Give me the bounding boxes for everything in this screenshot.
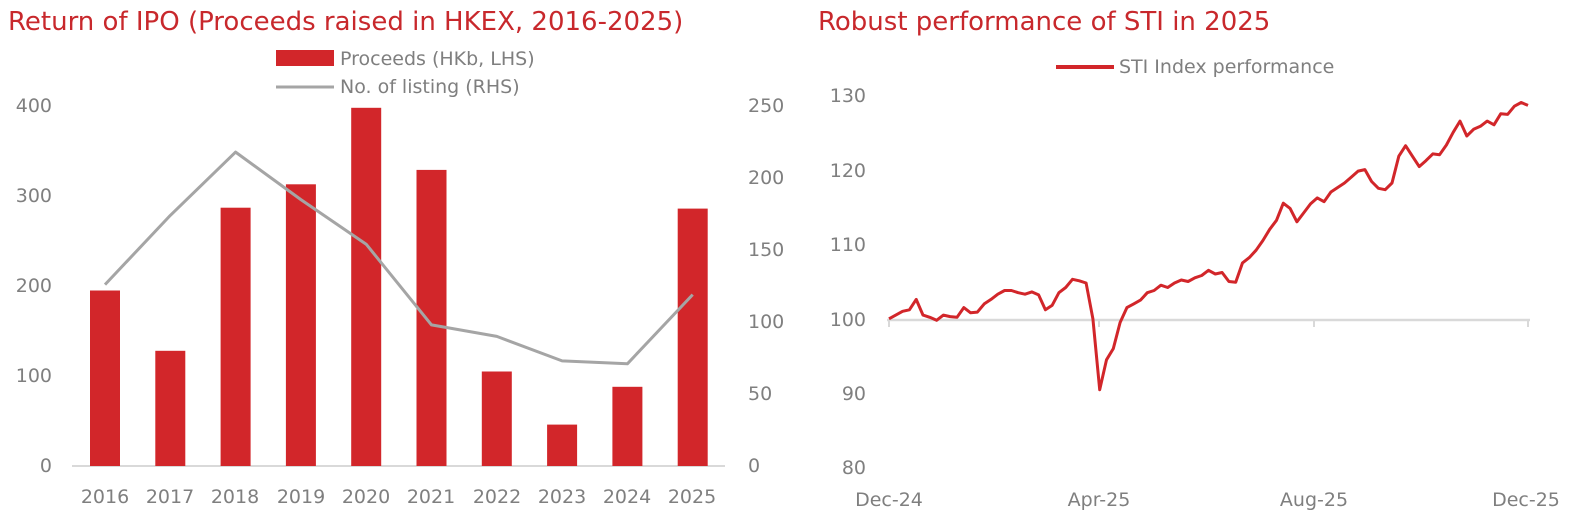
left-tick-label: 400	[16, 95, 52, 117]
proceeds-bar-2019	[285, 184, 316, 467]
right-tick-label: 150	[748, 239, 784, 261]
right-tick-label: 0	[748, 455, 760, 477]
x-tick-label: 2024	[603, 486, 651, 508]
right-tick-label: 100	[748, 311, 784, 333]
left-tick-label: 300	[16, 185, 52, 207]
right-tick-label: 50	[748, 383, 772, 405]
ipo-bars	[90, 107, 708, 467]
sti-chart-title: Robust performance of STI in 2025	[818, 7, 1270, 37]
x-tick-label: Dec-25	[1492, 489, 1560, 511]
ipo-left-axis: 0 100 200 300 400	[16, 95, 52, 477]
legend-proceeds-swatch	[276, 50, 334, 66]
left-tick-label: 0	[40, 455, 52, 477]
sti-chart: Robust performance of STI in 2025 STI In…	[818, 7, 1560, 511]
legend-proceeds-label: Proceeds (HKb, LHS)	[340, 48, 535, 70]
x-tick-label: 2017	[146, 486, 194, 508]
legend-sti-label: STI Index performance	[1119, 56, 1334, 78]
x-tick-label: Apr-25	[1068, 489, 1131, 511]
right-tick-label: 200	[748, 167, 784, 189]
right-tick-label: 250	[748, 95, 784, 117]
proceeds-bar-2025	[677, 208, 708, 466]
sti-line	[888, 101, 1529, 392]
sti-legend: STI Index performance	[1056, 56, 1334, 78]
y-tick-label: 80	[842, 457, 866, 479]
y-tick-label: 100	[830, 309, 866, 331]
sti-y-axis: 80 90 100 110 120 130	[830, 85, 866, 479]
sti-baseline-axis	[887, 318, 1530, 327]
y-tick-label: 120	[830, 160, 866, 182]
ipo-chart: Return of IPO (Proceeds raised in HKEX, …	[8, 7, 784, 508]
sti-x-axis: Dec-24 Apr-25 Aug-25 Dec-25	[855, 489, 1560, 511]
left-tick-label: 100	[16, 365, 52, 387]
x-tick-label: Dec-24	[855, 489, 923, 511]
x-tick-label: 2025	[668, 486, 716, 508]
y-tick-label: 110	[830, 234, 866, 256]
x-tick-label: 2019	[277, 486, 325, 508]
proceeds-bar-2017	[155, 350, 186, 466]
ipo-listing-line	[103, 150, 694, 366]
x-tick-label: 2020	[342, 486, 390, 508]
proceeds-bar-2018	[220, 207, 251, 466]
x-tick-label: 2021	[407, 486, 455, 508]
proceeds-bar-2016	[90, 290, 120, 466]
ipo-legend: Proceeds (HKb, LHS) No. of listing (RHS)	[276, 48, 535, 98]
y-tick-label: 90	[842, 383, 866, 405]
sti-line-group	[888, 101, 1529, 392]
listing-line	[103, 150, 694, 366]
proceeds-bar-2023	[547, 424, 578, 466]
x-tick-label: 2022	[473, 486, 521, 508]
proceeds-bar-2022	[481, 371, 512, 466]
proceeds-bar-2021	[416, 169, 447, 466]
x-tick-label: Aug-25	[1280, 489, 1348, 511]
ipo-chart-title: Return of IPO (Proceeds raised in HKEX, …	[8, 7, 683, 37]
x-tick-label: 2023	[538, 486, 586, 508]
ipo-right-axis: 0 50 100 150 200 250	[748, 95, 784, 477]
x-tick-label: 2018	[211, 486, 259, 508]
proceeds-bar-2020	[351, 107, 382, 467]
proceeds-bar-2024	[612, 386, 643, 466]
y-tick-label: 130	[830, 85, 866, 107]
ipo-x-axis: 2016 2017 2018 2019 2020 2021 2022 2023 …	[81, 486, 716, 508]
left-tick-label: 200	[16, 275, 52, 297]
x-tick-label: 2016	[81, 486, 129, 508]
legend-listing-label: No. of listing (RHS)	[340, 76, 520, 98]
